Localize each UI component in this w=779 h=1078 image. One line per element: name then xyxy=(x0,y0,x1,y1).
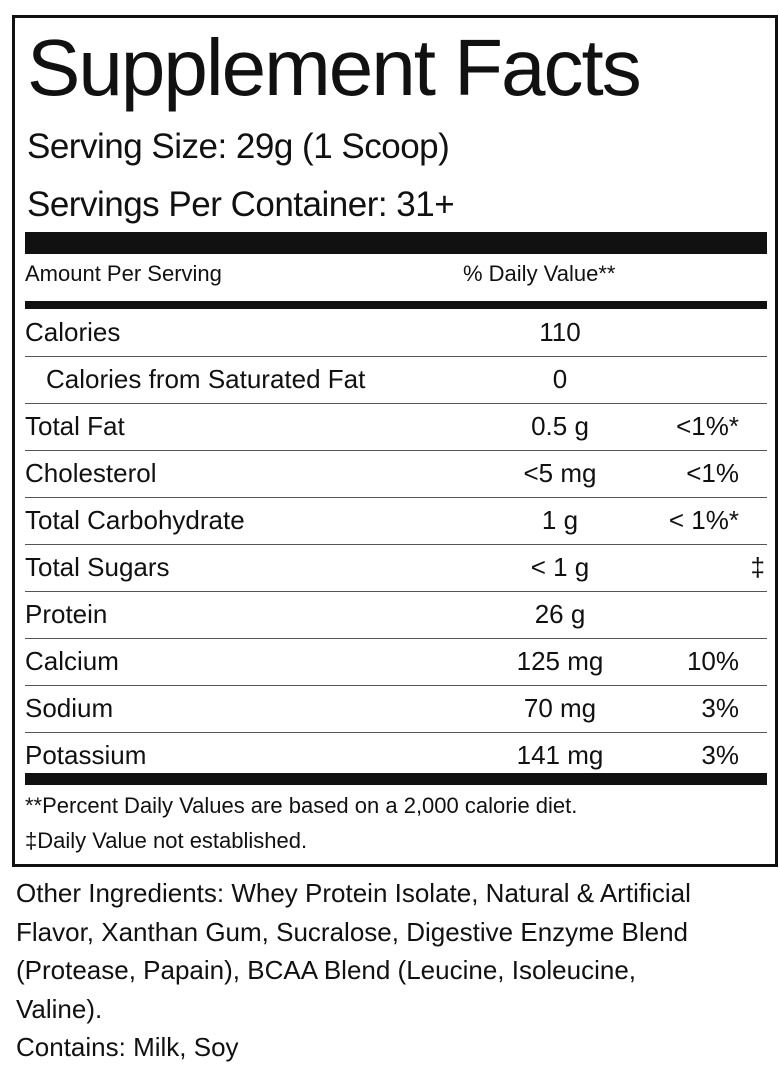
medium-divider xyxy=(25,301,767,309)
ingredients-line: (Protease, Papain), BCAA Blend (Leucine,… xyxy=(16,955,637,985)
nutrient-daily-value: 3% xyxy=(701,693,739,723)
amount-per-serving-header: Amount Per Serving xyxy=(25,261,222,286)
ingredients-line: Other Ingredients: Whey Protein Isolate,… xyxy=(16,878,691,908)
servings-per-container: Servings Per Container: 31+ xyxy=(27,185,455,224)
nutrient-row: Calcium 125 mg 10% xyxy=(25,638,767,686)
nutrient-name: Total Sugars xyxy=(25,552,170,582)
nutrient-amount: 0 xyxy=(552,364,568,394)
ingredients-line: Flavor, Xanthan Gum, Sucralose, Digestiv… xyxy=(16,916,688,947)
allergen-statement: Contains: Milk, Soy xyxy=(16,1032,239,1062)
nutrient-amount: 110 xyxy=(539,317,581,347)
nutrient-row: Calories 110 xyxy=(25,309,767,357)
nutrient-name: Total Carbohydrate xyxy=(25,505,245,535)
nutrient-row: Cholesterol <5 mg <1% xyxy=(25,450,767,498)
nutrient-daily-value: 10% xyxy=(686,646,739,676)
nutrient-row: Protein 26 g xyxy=(25,591,767,639)
nutrient-amount: < 1 g xyxy=(530,552,590,582)
nutrient-row: Total Sugars < 1 g ‡ xyxy=(25,544,767,592)
footnote-daily-values: **Percent Daily Values are based on a 2,… xyxy=(25,793,578,818)
nutrient-name: Sodium xyxy=(25,693,114,723)
nutrient-name: Cholesterol xyxy=(25,458,157,488)
nutrient-row: Sodium 70 mg 3% xyxy=(25,685,767,733)
ingredients-line: Valine). xyxy=(16,993,103,1024)
nutrient-name: Calcium xyxy=(25,646,119,676)
nutrient-name: Calories xyxy=(25,317,121,347)
nutrient-amount: 141 mg xyxy=(516,740,604,770)
ingredients-text: Other Ingredients: Whey Protein Isolate,… xyxy=(16,874,776,1067)
nutrient-daily-value: <1%* xyxy=(676,411,739,441)
nutrient-daily-value: < 1%* xyxy=(668,505,739,535)
nutrient-amount: <5 mg xyxy=(523,458,597,488)
nutrient-amount: 70 mg xyxy=(523,693,597,723)
nutrient-daily-value: <1% xyxy=(686,458,739,488)
nutrient-amount: 125 mg xyxy=(516,646,604,676)
thick-divider xyxy=(25,773,767,785)
daily-value-header: % Daily Value** xyxy=(463,261,616,286)
serving-size: Serving Size: 29g (1 Scoop) xyxy=(27,127,450,166)
panel-title: Supplement Facts xyxy=(27,23,642,112)
nutrient-name: Calories from Saturated Fat xyxy=(46,364,366,394)
nutrient-daily-value: ‡ xyxy=(750,552,765,582)
nutrient-daily-value: 3% xyxy=(701,740,739,770)
nutrient-row: Total Carbohydrate 1 g < 1%* xyxy=(25,497,767,545)
nutrient-amount: 1 g xyxy=(541,505,579,535)
footnote-not-established: ‡Daily Value not established. xyxy=(25,828,308,853)
nutrient-name: Potassium xyxy=(25,740,147,770)
nutrient-amount: 0.5 g xyxy=(531,411,589,441)
supplement-facts-panel: Supplement Facts Serving Size: 29g (1 Sc… xyxy=(12,15,778,867)
thick-divider xyxy=(25,232,767,254)
nutrient-row: Calories from Saturated Fat 0 xyxy=(25,356,767,404)
nutrient-row: Potassium 141 mg 3% xyxy=(25,732,767,779)
nutrient-amount: 26 g xyxy=(534,599,586,629)
nutrient-name: Protein xyxy=(25,599,108,629)
nutrient-row: Total Fat 0.5 g <1%* xyxy=(25,403,767,451)
nutrient-name: Total Fat xyxy=(25,411,125,441)
